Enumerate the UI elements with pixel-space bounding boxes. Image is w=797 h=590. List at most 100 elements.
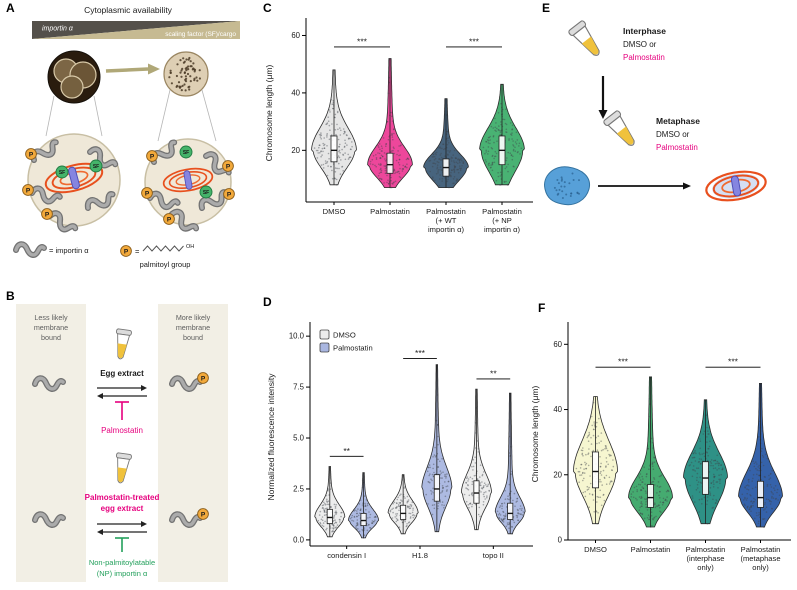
data-point [455,157,457,159]
data-point [457,168,459,171]
data-point [438,158,441,160]
data-point [768,500,771,502]
box [647,484,654,508]
data-point [442,148,445,151]
data-point [324,504,327,506]
data-point [448,186,450,189]
data-point [340,129,342,132]
box [326,508,333,524]
data-point [364,502,366,505]
texture-dot [176,84,179,87]
data-point [335,526,337,528]
data-point [484,159,487,161]
data-point [658,486,661,488]
data-point [439,147,442,149]
data-point [712,486,715,488]
data-point [471,465,473,468]
data-point [397,496,399,499]
data-point [519,153,521,155]
data-point [758,514,760,516]
data-point [440,492,442,494]
data-point [371,158,374,161]
data-point [491,162,494,164]
data-point [488,136,491,139]
x-category-label: Palmostatin [426,207,466,216]
data-point [491,154,494,157]
legend-palmitoyl-label: palmitoyl group [140,260,191,269]
data-point [596,495,598,498]
data-point [746,507,749,509]
data-point [437,466,439,468]
data-point [461,165,463,167]
data-point [392,181,395,184]
data-point [515,143,518,145]
data-point [384,165,387,168]
data-point [516,151,519,154]
metaphase-label: Metaphase [656,116,700,126]
data-point [597,512,599,514]
data-point [334,171,337,173]
data-point [323,147,326,149]
data-point [379,157,382,159]
data-point [374,519,376,521]
data-point [437,466,439,468]
data-point [408,505,411,508]
data-point [444,481,446,483]
data-point [773,487,775,489]
box [330,135,338,163]
data-point [450,156,453,159]
data-point [756,514,758,517]
data-point [651,441,654,444]
data-point [584,461,586,464]
data-point [603,477,606,479]
data-point [605,457,608,459]
data-point [340,511,342,514]
data-point [375,516,377,518]
data-point [488,489,490,492]
data-point [632,491,634,493]
data-point [393,128,395,131]
data-point [374,516,377,518]
data-point [496,127,498,130]
data-point [397,150,399,152]
data-point [653,457,656,459]
texture-dot [193,68,196,71]
data-point [506,522,509,524]
data-point [506,498,509,500]
data-point [662,497,665,500]
data-point [701,498,703,500]
data-point [612,459,614,461]
data-point [600,440,602,442]
texture-dot [560,176,563,179]
data-point [500,102,502,105]
data-point [339,143,341,146]
data-point [517,512,519,514]
data-point [493,157,495,160]
data-point [460,158,462,160]
data-point [472,458,475,461]
data-point [653,477,655,479]
data-point [471,477,474,480]
data-point [447,153,449,155]
data-point [379,164,381,166]
data-point [334,505,337,508]
data-point [335,521,338,524]
data-point [507,170,509,173]
data-point [359,509,362,511]
data-point [758,464,760,467]
data-point [706,500,709,502]
data-point [766,485,769,487]
data-point [501,507,503,510]
data-point [334,519,336,521]
data-point [583,477,585,480]
data-point [333,527,335,529]
data-point [645,497,648,500]
data-point [457,158,459,160]
data-point [494,129,496,132]
data-point [315,149,318,152]
data-point [323,501,325,504]
data-point [644,490,647,492]
texture-dot [183,60,186,63]
data-point [653,516,656,519]
data-point [451,169,453,171]
